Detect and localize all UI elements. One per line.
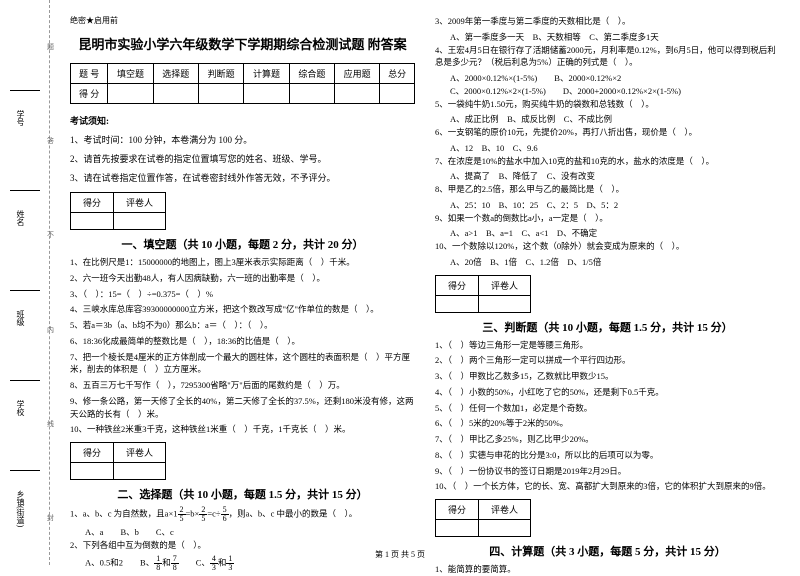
q2-3-options: A、第一季度多一天 B、天数相等 C、第二季度多1天 [450, 31, 780, 44]
q2-10: 10、一个数除以120%，这个数（0除外）就会变成为原来的（ ）。 [435, 240, 780, 253]
q1-6: 6、18:36化成最简单的整数比是（ ），18:36的比值是（ ）。 [70, 335, 415, 348]
q3-4: 4、（ ）小数的50%，小红吃了它的50%，还是剩下0.5千克。 [435, 386, 780, 399]
side-line [10, 380, 40, 381]
section-score-box: 得分评卷人 [70, 192, 166, 230]
table-row: 得 分 [71, 84, 415, 104]
side-line [10, 190, 40, 191]
exam-page: 乡镇(街道) 学校 班级 姓名 学号 题 答 不 内 线 封 绝密★启用前 昆明… [0, 0, 800, 565]
q3-6: 6、（ ）5米的20%等于2米的50%。 [435, 417, 780, 430]
q1-3: 3、（ ）：15=（ ）÷=0.375=（ ）% [70, 288, 415, 301]
q1-2: 2、六一班今天出勤48人，有人因病缺勤，六一班的出勤率是（ ）。 [70, 272, 415, 285]
section1-title: 一、填空题（共 10 小题，每题 2 分，共计 20 分） [70, 236, 415, 252]
side-label-id: 学号 [15, 110, 26, 126]
q3-2: 2、（ ）两个三角形一定可以拼成一个平行四边形。 [435, 354, 780, 367]
score-summary-table: 题 号填空题选择题判断题计算题综合题应用题总分 得 分 [70, 63, 415, 104]
section3-title: 三、判断题（共 10 小题，每题 1.5 分，共计 15 分） [435, 319, 780, 335]
section-score-box: 得分评卷人 [435, 275, 531, 313]
exam-title: 昆明市实验小学六年级数学下学期期综合检测试题 附答案 [70, 34, 415, 53]
q2-8: 8、甲是乙的2.5倍，那么甲与乙的最简比是（ ）。 [435, 183, 780, 196]
q2-4-options: A、2000×0.12%×(1-5%) B、2000×0.12%×2C、2000… [450, 72, 780, 98]
q2-10-options: A、20倍 B、1倍 C、1.2倍 D、1/5倍 [450, 256, 780, 269]
q3-7: 7、（ ）甲比乙多25%，则乙比甲少20%。 [435, 433, 780, 446]
exam-instructions: 考试须知: 1、考试时间：100 分钟，本卷满分为 100 分。 2、请首先按要… [70, 114, 415, 184]
q2-6: 6、一支钢笔的原价10元，先提价20%，再打八折出售，现价是（ ）。 [435, 126, 780, 139]
side-label-township: 乡镇(街道) [15, 490, 26, 527]
section2-title: 二、选择题（共 10 小题，每题 1.5 分，共计 15 分） [70, 486, 415, 502]
page-footer: 第 1 页 共 5 页 [0, 549, 800, 560]
section-score-box: 得分评卷人 [70, 442, 166, 480]
q3-10: 10、（ ）一个长方体，它的长、宽、高都扩大到原来的3倍，它的体积扩大到原来的9… [435, 480, 780, 493]
q2-4: 4、王宏4月5日在银行存了活期储蓄2000元，月利率是0.12%，到6月5日，他… [435, 44, 780, 70]
q3-8: 8、（ ）实德与申花的比分是3:0，所以比的后项可以为零。 [435, 449, 780, 462]
content-area: 绝密★启用前 昆明市实验小学六年级数学下学期期综合检测试题 附答案 题 号填空题… [50, 0, 800, 565]
confidential-note: 绝密★启用前 [70, 15, 415, 26]
q2-7-options: A、提高了 B、降低了 C、没有改变 [450, 170, 780, 183]
q2-6-options: A、12 B、10 C、9.6 [450, 142, 780, 155]
side-label-class: 班级 [15, 310, 26, 326]
seal-marks: 题 答 不 内 线 封 [47, 0, 54, 565]
q3-9: 9、（ ）一份协议书的签订日期是2019年2月29日。 [435, 465, 780, 478]
instructions-title: 考试须知: [70, 114, 415, 127]
section-score-box: 得分评卷人 [435, 499, 531, 537]
side-line [10, 470, 40, 471]
q1-10: 10、一种铁丝2米重3千克，这种铁丝1米重（ ）千克，1千克长（ ）米。 [70, 423, 415, 436]
q2-9-options: A、a>1 B、a=1 C、a<1 D、不确定 [450, 227, 780, 240]
q3-3: 3、（ ）甲数比乙数多15，乙数就比甲数少15。 [435, 370, 780, 383]
side-label-school: 学校 [15, 400, 26, 416]
table-row: 题 号填空题选择题判断题计算题综合题应用题总分 [71, 64, 415, 84]
binding-column: 乡镇(街道) 学校 班级 姓名 学号 题 答 不 内 线 封 [0, 0, 50, 565]
q2-3: 3、2009年第一季度与第二季度的天数相比是（ ）。 [435, 15, 780, 28]
q1-9: 9、修一条公路，第一天修了全长的40%，第二天修了全长的37.5%，还剩180米… [70, 395, 415, 421]
q2-7: 7、在浓度是10%的盐水中加入10克的盐和10克的水，盐水的浓度是（ ）。 [435, 155, 780, 168]
q3-5: 5、（ ）任何一个数加1，必定是个奇数。 [435, 402, 780, 415]
q2-8-options: A、25：10 B、10：25 C、2：5 D、5：2 [450, 199, 780, 212]
instruction-item: 1、考试时间：100 分钟，本卷满分为 100 分。 [70, 133, 415, 146]
q2-1-options: A、a B、b C、c [85, 526, 415, 539]
side-line [10, 90, 40, 91]
instruction-item: 3、请在试卷指定位置作答，在试卷密封线外作答无效，不予评分。 [70, 171, 415, 184]
q2-5: 5、一袋纯牛奶1.50元，购买纯牛奶的袋数和总钱数（ ）。 [435, 98, 780, 111]
q3-1: 1、（ ）等边三角形一定是等腰三角形。 [435, 339, 780, 352]
q1-1: 1、在比例尺是1：15000000的地图上，图上3厘米表示实际距离（ ）千米。 [70, 256, 415, 269]
q1-8: 8、五百三万七千写作（ ），7295300省略"万"后面的尾数约是（ ）万。 [70, 379, 415, 392]
q1-5: 5、若a＝3b（a、b均不为0）那么b：a＝（ ）：（ ）。 [70, 319, 415, 332]
left-column: 绝密★启用前 昆明市实验小学六年级数学下学期期综合检测试题 附答案 题 号填空题… [60, 15, 425, 560]
q2-9: 9、如果一个数a的倒数比a小，a一定是（ ）。 [435, 212, 780, 225]
q2-1: 1、a、b、c 为自然数，且a×125=b×25=c÷56，则a、b、c 中最小… [70, 506, 415, 523]
q1-4: 4、三峡水库总库容39300000000立方米，把这个数改写成"亿"作单位的数是… [70, 303, 415, 316]
side-label-name: 姓名 [15, 210, 26, 226]
right-column: 3、2009年第一季度与第二季度的天数相比是（ ）。 A、第一季度多一天 B、天… [425, 15, 790, 560]
side-line [10, 290, 40, 291]
instruction-item: 2、请首先按要求在试卷的指定位置填写您的姓名、班级、学号。 [70, 152, 415, 165]
q2-5-options: A、成正比例 B、成反比例 C、不成比例 [450, 113, 780, 126]
q1-7: 7、把一个棱长是4厘米的正方体削成一个最大的圆柱体，这个圆柱的表面积是（ ）平方… [70, 351, 415, 377]
